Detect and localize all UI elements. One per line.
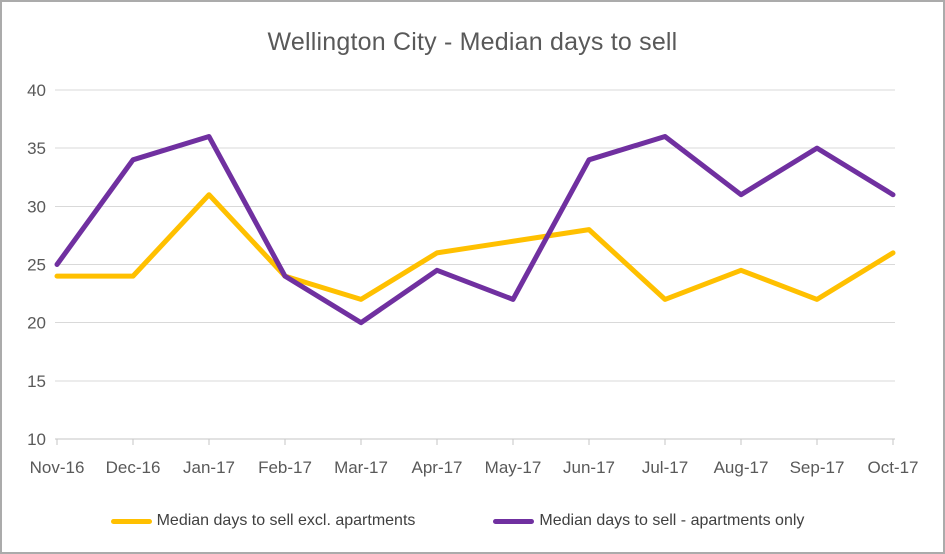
chart-legend: Median days to sell excl. apartments Med… — [2, 512, 928, 530]
x-axis-tick-label: Feb-17 — [258, 458, 312, 477]
x-axis-tick-label: Apr-17 — [411, 458, 462, 477]
x-axis-tick-label: Oct-17 — [867, 458, 918, 477]
legend-label-apartments-only: Median days to sell - apartments only — [539, 512, 805, 529]
y-axis-tick-label: 25 — [27, 256, 46, 275]
x-axis-tick-label: Nov-16 — [30, 458, 85, 477]
legend-swatch-excl-apartments — [110, 518, 152, 524]
x-axis-tick-label: Dec-16 — [106, 458, 161, 477]
x-axis-tick-label: Sep-17 — [790, 458, 845, 477]
legend-item-apartments-only: Median days to sell - apartments only — [493, 512, 804, 530]
chart-title: Wellington City - Median days to sell — [267, 28, 678, 56]
x-axis-tick-label: Jul-17 — [642, 458, 688, 477]
x-axis-tick-label: Mar-17 — [334, 458, 388, 477]
legend-item-excl-apartments: Median days to sell excl. apartments — [110, 512, 416, 530]
x-axis-tick-label: May-17 — [485, 458, 542, 477]
y-axis-tick-label: 30 — [27, 197, 46, 216]
x-axis-tick-label: Jan-17 — [183, 458, 235, 477]
series-line-excl-apartments — [54, 192, 896, 302]
legend-label-excl-apartments: Median days to sell excl. apartments — [156, 512, 416, 529]
y-axis-tick-label: 10 — [27, 430, 46, 449]
y-axis-tick-label: 40 — [27, 81, 46, 100]
x-axis-tick-label: Jun-17 — [563, 458, 615, 477]
series-line-apartments-only — [54, 134, 896, 326]
y-axis-tick-label: 15 — [27, 372, 46, 391]
legend-swatch-apartments-only — [493, 518, 535, 524]
x-axis-tick-label: Aug-17 — [714, 458, 769, 477]
y-axis-tick-label: 35 — [27, 139, 46, 158]
y-axis-tick-label: 20 — [27, 314, 46, 333]
